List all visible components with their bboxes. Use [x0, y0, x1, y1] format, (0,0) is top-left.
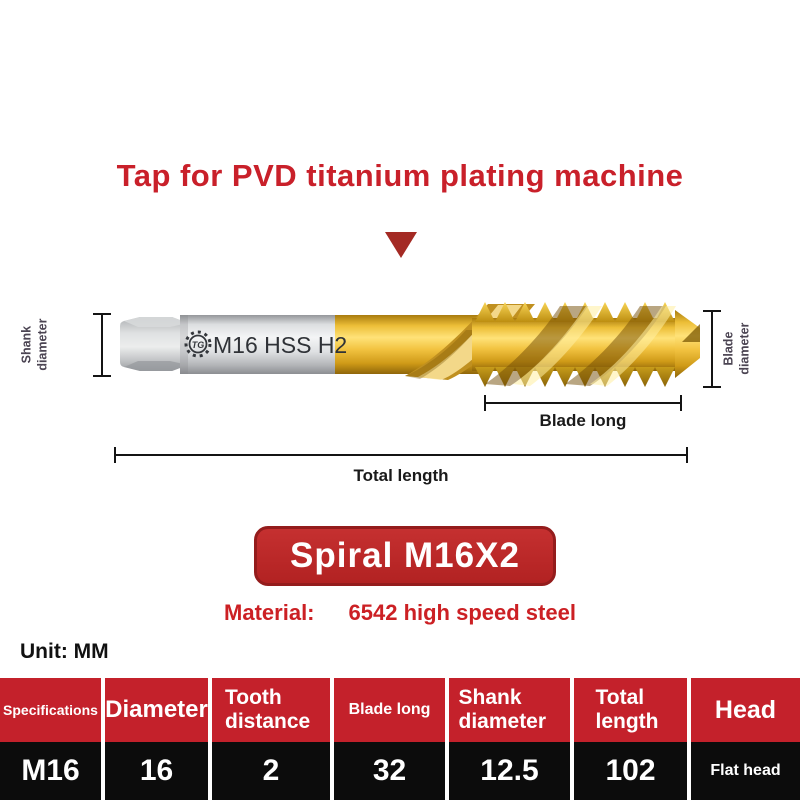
material-row: Material: 6542 high speed steel	[0, 600, 800, 626]
blade-diameter-cap-bottom	[703, 386, 721, 388]
square-drive-end	[120, 317, 188, 371]
page-title: Tap for PVD titanium plating machine	[116, 158, 684, 193]
shank-diameter-label: Shank diameter	[19, 318, 49, 372]
col-header-specifications: Specifications	[0, 678, 105, 742]
cell-tooth-distance: 2	[212, 742, 334, 800]
material-label: Material:	[224, 600, 315, 625]
total-length-label: Total length	[353, 466, 449, 485]
engraving: TG M16 HSS H2	[184, 330, 347, 358]
unit-label: Unit: MM	[20, 640, 109, 663]
col-header-shank-diameter: Shank diameter	[449, 678, 574, 742]
col-header-head: Head	[691, 678, 800, 742]
total-length-line	[114, 454, 688, 456]
blade-diameter-cap-top	[703, 310, 721, 312]
cell-total-length: 102	[574, 742, 691, 800]
blade-long-label: Blade long	[539, 411, 627, 430]
blade-long-line	[485, 402, 681, 404]
spec-badge: Spiral M16X2	[254, 526, 556, 586]
brand-text: TG	[192, 340, 205, 350]
engraving-text: M16 HSS H2	[213, 332, 347, 358]
blade-diameter-line	[711, 311, 713, 387]
shank-diameter-cap-bottom	[93, 375, 111, 377]
col-header-blade-long: Blade long	[334, 678, 449, 742]
cell-shank-diameter: 12.5	[449, 742, 574, 800]
total-length-cap-right	[686, 447, 688, 463]
col-header-diameter: Diameter	[105, 678, 212, 742]
material-value: 6542 high speed steel	[348, 600, 576, 625]
tap-product-image: TG M16 HSS H2	[120, 302, 700, 387]
down-arrow-icon	[385, 232, 417, 258]
cell-specifications: M16	[0, 742, 105, 800]
shank-diameter-cap-top	[93, 313, 111, 315]
cell-blade-long: 32	[334, 742, 449, 800]
blade-long-cap-right	[680, 395, 682, 411]
col-header-tooth-distance: Tooth distance	[212, 678, 334, 742]
blade-diameter-label: Blade diameter	[721, 322, 752, 376]
spec-table: Specifications Diameter Tooth distance B…	[0, 678, 800, 800]
tap-tip	[675, 310, 700, 378]
cell-head: Flat head	[691, 742, 800, 800]
total-length-cap-left	[114, 447, 116, 463]
shank-diameter-line	[101, 314, 103, 376]
col-header-total-length: Total length	[574, 678, 691, 742]
thread-teeth-top	[475, 302, 675, 322]
gear-logo-icon	[184, 330, 212, 358]
cell-diameter: 16	[105, 742, 212, 800]
blade-long-cap-left	[484, 395, 486, 411]
tap-coated-section	[335, 302, 700, 387]
